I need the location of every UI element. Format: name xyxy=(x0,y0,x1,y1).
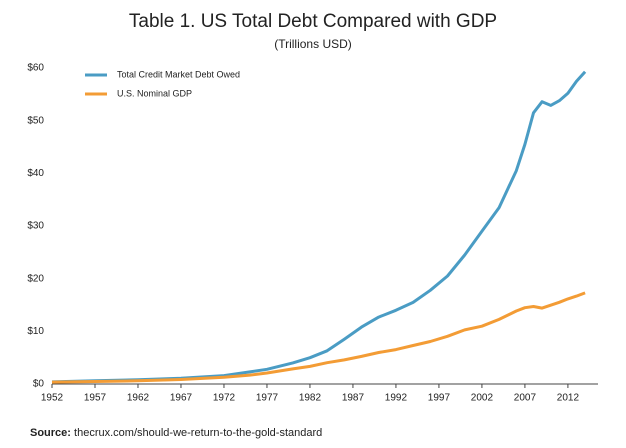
x-tick-label: 1992 xyxy=(385,393,408,404)
x-tick-label: 1982 xyxy=(299,393,322,404)
x-tick-label: 1962 xyxy=(127,393,150,404)
source-label: Source: xyxy=(30,427,71,439)
x-tick-label: 1977 xyxy=(256,393,279,404)
x-tick-label: 1997 xyxy=(428,393,451,404)
y-tick-label: $50 xyxy=(27,115,44,126)
line-series xyxy=(51,70,587,384)
x-tick-label: 1967 xyxy=(170,393,193,404)
x-tick-label: 2007 xyxy=(514,393,537,404)
legend-label: Total Credit Market Debt Owed xyxy=(117,69,240,79)
y-tick-label: $10 xyxy=(27,326,44,337)
y-tick-label: $40 xyxy=(27,168,44,179)
x-tick-label: 2002 xyxy=(471,393,494,404)
chart-title: Table 1. US Total Debt Compared with GDP xyxy=(129,11,497,32)
x-tick-label: 1987 xyxy=(342,393,365,404)
x-tick-label: 1952 xyxy=(41,393,64,404)
y-tick-label: $0 xyxy=(33,379,45,390)
x-tick-label: 1972 xyxy=(213,393,236,404)
line-series xyxy=(51,291,586,384)
y-tick-label: $20 xyxy=(27,273,44,284)
y-tick-label: $30 xyxy=(27,221,44,232)
y-tick-label: $60 xyxy=(27,63,44,74)
chart-subtitle: (Trillions USD) xyxy=(274,37,352,51)
legend-label: U.S. Nominal GDP xyxy=(117,88,192,98)
source-text: thecrux.com/should-we-return-to-the-gold… xyxy=(74,427,322,439)
x-tick-label: 2012 xyxy=(557,393,580,404)
x-tick-label: 1957 xyxy=(84,393,107,404)
source: Source: thecrux.com/should-we-return-to-… xyxy=(30,427,322,439)
